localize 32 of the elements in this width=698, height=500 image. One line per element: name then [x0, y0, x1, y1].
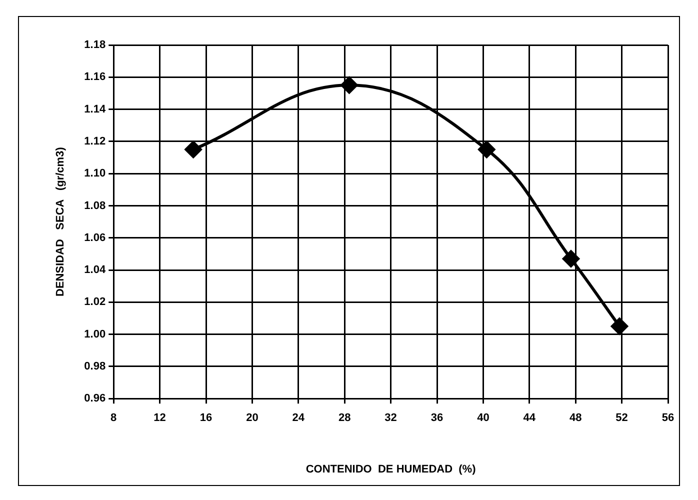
x-tick-label: 28 — [338, 412, 351, 424]
x-tick-label: 8 — [110, 412, 117, 424]
y-tick-label: 1.16 — [84, 71, 106, 84]
y-tick-label: 1.08 — [84, 200, 106, 212]
x-tick-label: 40 — [477, 412, 490, 424]
x-tick-label: 48 — [569, 412, 582, 424]
y-axis-title: DENSIDAD SECA (gr/cm3) — [54, 146, 67, 296]
x-tick-label: 56 — [662, 412, 674, 424]
point — [184, 140, 202, 158]
y-tick-label: 0.98 — [84, 360, 106, 372]
y-tick-label: 0.96 — [84, 392, 106, 405]
point — [610, 318, 628, 335]
y-tick-label: 1.00 — [84, 328, 106, 340]
y-tick-label: 1.02 — [84, 296, 106, 308]
y-tick-label: 1.12 — [84, 135, 106, 148]
y-tick-label: 1.04 — [84, 264, 106, 276]
point — [562, 250, 580, 268]
x-tick-label: 36 — [430, 412, 444, 424]
x-axis-title: CONTENIDO DE HUMEDAD (%) — [306, 463, 476, 476]
point — [340, 76, 358, 94]
y-tick-label: 1.14 — [84, 103, 106, 116]
y-tick-label: 1.06 — [84, 232, 106, 244]
x-tick-label: 52 — [616, 412, 628, 424]
x-tick-label: 24 — [292, 412, 306, 424]
x-tick-label: 12 — [154, 412, 166, 424]
x-tick-label: 16 — [200, 412, 212, 424]
x-tick-label: 32 — [384, 412, 397, 424]
y-tick-label: 1.10 — [84, 168, 106, 180]
point — [478, 140, 496, 158]
x-tick-label: 44 — [523, 412, 536, 424]
y-tick-label: 1.18 — [84, 39, 106, 52]
x-tick-label: 20 — [246, 412, 258, 424]
